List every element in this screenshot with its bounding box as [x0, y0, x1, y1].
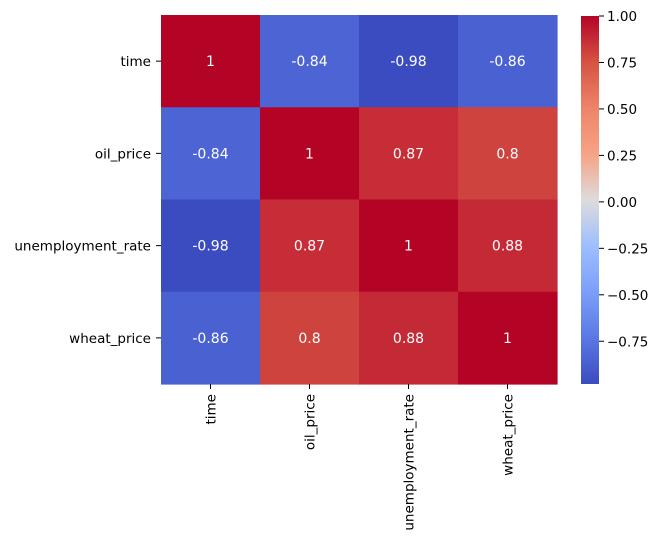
heatmap-cell: [359, 107, 459, 201]
cell-value-label: -0.86: [489, 54, 525, 70]
cell-value-label: 0.88: [492, 239, 523, 255]
cell-value-label: -0.86: [192, 331, 228, 347]
colorbar-tick-label: −0.50: [607, 288, 648, 304]
colorbar-tick-label: −0.75: [607, 334, 648, 350]
colorbar-tick-label: 0.75: [607, 55, 637, 71]
y-tick-label: unemployment_rate: [14, 239, 151, 255]
heatmap-cell: [260, 15, 360, 108]
heatmap-cell: [458, 199, 558, 293]
heatmap-cell: [458, 291, 558, 385]
cell-value-label: -0.84: [192, 146, 228, 162]
heatmap-cell: [161, 15, 261, 108]
cell-value-label: 0.87: [393, 146, 424, 162]
x-tick-label: unemployment_rate: [402, 394, 418, 531]
cell-value-label: 1: [206, 54, 215, 70]
y-tick-label: time: [120, 54, 151, 70]
y-tick-label: wheat_price: [69, 331, 151, 347]
cell-value-label: -0.98: [390, 54, 426, 70]
heatmap-cell-labels: 1 -0.84 -0.98 -0.86 -0.84 1 0.87 0.8 -0.98 0.87 1 0…: [192, 54, 525, 347]
cell-value-label: 0.8: [298, 331, 320, 347]
y-axis: time oil_price unemployment_rate wheat_pric…: [14, 54, 161, 347]
cell-value-label: 0.88: [393, 331, 424, 347]
heatmap-cell: [161, 107, 261, 201]
heatmap-cell: [359, 291, 459, 385]
heatmap-cell: [359, 199, 459, 293]
x-tick-label: wheat_price: [501, 394, 517, 476]
cell-value-label: 1: [305, 146, 314, 162]
colorbar-tick-label: −0.25: [607, 241, 648, 257]
colorbar: 1.00 0.75 0.50 0.25 0.00 −0.25 −0.50 −0.75: [581, 9, 648, 384]
heatmap-cell: [260, 291, 360, 385]
cell-value-label: 1: [404, 239, 413, 255]
colorbar-tick-label: 0.50: [607, 102, 637, 118]
heatmap-cell: [458, 107, 558, 201]
cell-value-label: 1: [503, 331, 512, 347]
cell-value-label: -0.84: [291, 54, 327, 70]
heatmap-cell: [161, 199, 261, 293]
colorbar-tick-label: 0.00: [607, 195, 637, 211]
y-tick-label: oil_price: [95, 146, 151, 162]
x-tick-label: time: [204, 394, 220, 425]
heatmap-cell: [359, 15, 459, 108]
heatmap-cell: [458, 15, 558, 108]
colorbar-gradient: [581, 16, 599, 384]
heatmap-cells: [161, 15, 558, 385]
cell-value-label: -0.98: [192, 239, 228, 255]
heatmap-cell: [260, 199, 360, 293]
heatmap-cell: [260, 107, 360, 201]
cell-value-label: 0.8: [496, 146, 518, 162]
heatmap-cell: [161, 291, 261, 385]
x-axis: time oil_price unemployment_rate wheat_pric…: [204, 384, 517, 531]
cell-value-label: 0.87: [294, 239, 325, 255]
colorbar-tick-label: 1.00: [607, 9, 637, 25]
x-tick-label: oil_price: [303, 394, 319, 450]
colorbar-tick-label: 0.25: [607, 148, 637, 164]
